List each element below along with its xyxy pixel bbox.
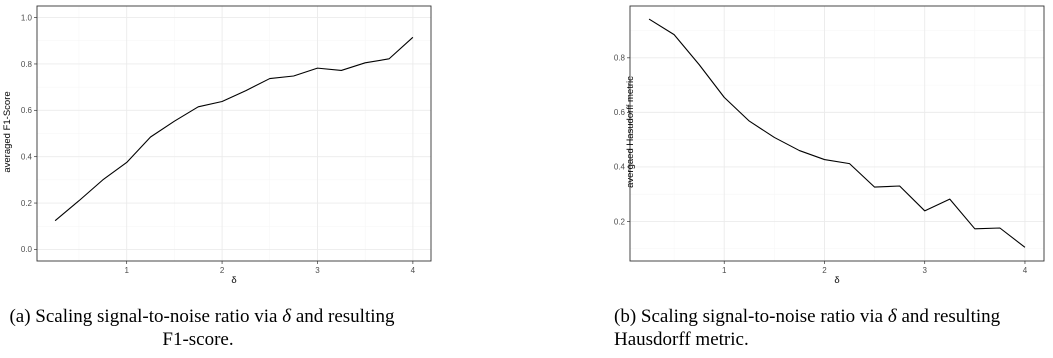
x-tick-label: 4 xyxy=(411,266,416,275)
x-tick-label: 3 xyxy=(315,266,320,275)
chart-panel-hausdorff: 0.2 0.4 0.6 0.8 1 2 3 4 δ avergaed Hasudorff metr… xyxy=(614,5,1045,286)
y-tick-label: 0.2 xyxy=(21,199,33,208)
series-line xyxy=(648,18,1026,248)
y-tick-label: 0.4 xyxy=(21,152,33,161)
y-tick-label: 0.0 xyxy=(21,245,33,254)
x-tick-label: 3 xyxy=(922,266,927,275)
x-tick-label: 2 xyxy=(822,266,827,275)
y-axis-title: averaged F1-Score xyxy=(2,91,13,172)
y-tick-label: 0.8 xyxy=(21,60,33,69)
x-tick-label: 4 xyxy=(1023,266,1028,275)
x-tick-label: 1 xyxy=(124,266,129,275)
panel-border xyxy=(629,5,1045,262)
x-axis-title: δ xyxy=(231,275,236,286)
y-tick-label: 0.2 xyxy=(614,217,626,226)
x-tick-label: 1 xyxy=(722,266,727,275)
panel-border xyxy=(36,5,432,262)
series-line xyxy=(54,36,414,222)
caption-a-line1: (a) Scaling signal-to-noise ratio via δ … xyxy=(9,306,395,327)
caption-b-line1: (b) Scaling signal-to-noise ratio via δ … xyxy=(614,306,1001,327)
y-tick-label: 0.6 xyxy=(21,106,33,115)
chart-panel-f1: 0.0 0.2 0.4 0.6 0.8 1.0 1 2 3 4 δ averaged F1-Score xyxy=(2,5,432,286)
y-tick-label: 0.8 xyxy=(614,54,626,63)
x-tick-label: 2 xyxy=(220,266,225,275)
y-tick-label: 0.4 xyxy=(614,163,626,172)
caption-b-line2: Hausdorff metric. xyxy=(614,329,749,350)
caption-a-line2: F1-score. xyxy=(162,329,233,350)
y-axis-title: avergaed Hasudorff metric xyxy=(625,76,636,188)
y-tick-label: 0.6 xyxy=(614,108,626,117)
x-axis-title: δ xyxy=(834,275,839,286)
y-tick-label: 1.0 xyxy=(21,13,33,22)
